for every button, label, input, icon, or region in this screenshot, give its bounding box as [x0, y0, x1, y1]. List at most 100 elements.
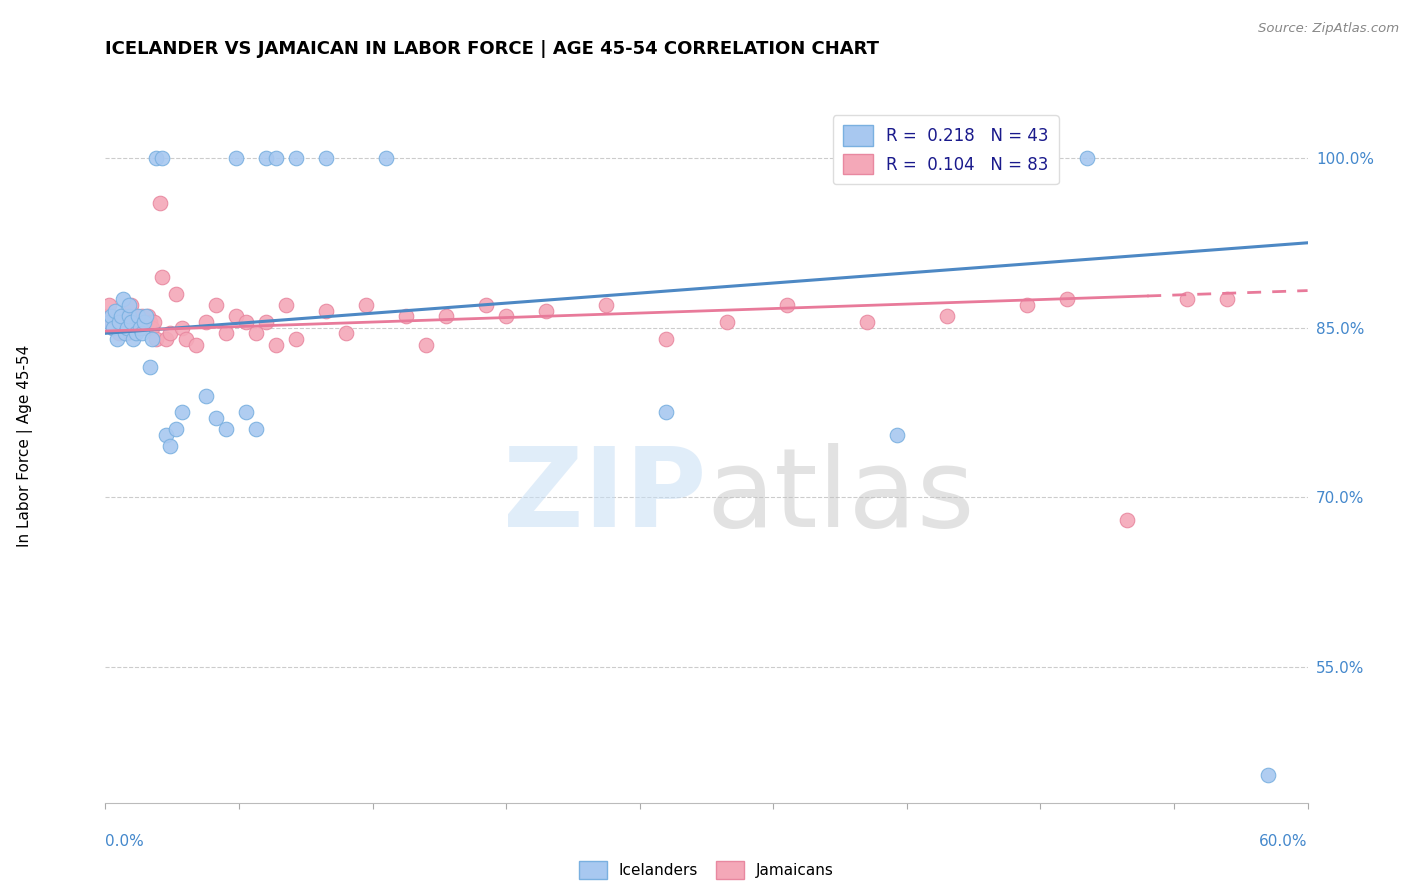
Point: [138, 360, 160, 375]
Point: [98, 315, 121, 329]
Point: [155, 332, 177, 346]
Point: [204, 411, 226, 425]
Point: [165, 422, 187, 436]
Point: [264, 151, 287, 165]
Point: [127, 315, 149, 329]
Point: [142, 315, 165, 329]
Point: [104, 315, 127, 329]
Point: [110, 310, 132, 324]
Point: [936, 310, 959, 324]
Point: [96, 310, 118, 324]
Point: [1017, 298, 1039, 312]
Point: [245, 326, 267, 341]
Point: [124, 310, 146, 324]
Text: ZIP: ZIP: [503, 443, 707, 550]
Text: In Labor Force | Age 45-54: In Labor Force | Age 45-54: [17, 345, 34, 547]
Text: 0.0%: 0.0%: [105, 834, 145, 849]
Point: [855, 315, 877, 329]
Point: [132, 315, 155, 329]
Point: [112, 315, 135, 329]
Point: [170, 320, 193, 334]
Point: [122, 332, 145, 346]
Point: [155, 428, 177, 442]
Point: [534, 303, 557, 318]
Point: [174, 332, 197, 346]
Point: [595, 298, 617, 312]
Point: [135, 310, 157, 324]
Point: [655, 405, 678, 419]
Point: [108, 315, 131, 329]
Point: [254, 315, 277, 329]
Point: [1177, 293, 1199, 307]
Point: [103, 320, 125, 334]
Point: [107, 315, 129, 329]
Point: [284, 332, 307, 346]
Point: [128, 320, 150, 334]
Point: [100, 310, 122, 324]
Point: [184, 337, 207, 351]
Point: [655, 332, 678, 346]
Point: [776, 298, 799, 312]
Point: [118, 298, 141, 312]
Point: [100, 315, 122, 329]
Text: 60.0%: 60.0%: [1260, 834, 1308, 849]
Point: [159, 326, 181, 341]
Point: [141, 320, 163, 334]
Legend: Icelanders, Jamaicans: Icelanders, Jamaicans: [572, 855, 841, 886]
Point: [264, 337, 287, 351]
Point: [374, 151, 398, 165]
Point: [434, 310, 457, 324]
Point: [886, 428, 908, 442]
Point: [124, 326, 146, 341]
Point: [1257, 767, 1279, 781]
Point: [214, 422, 236, 436]
Point: [1116, 513, 1139, 527]
Point: [194, 315, 217, 329]
Point: [475, 298, 498, 312]
Point: [159, 439, 181, 453]
Point: [204, 298, 226, 312]
Point: [117, 320, 139, 334]
Point: [335, 326, 357, 341]
Point: [415, 337, 437, 351]
Point: [117, 326, 139, 341]
Point: [170, 405, 193, 419]
Point: [107, 332, 129, 346]
Point: [114, 326, 136, 341]
Point: [138, 315, 160, 329]
Point: [131, 310, 153, 324]
Point: [254, 151, 277, 165]
Point: [131, 326, 153, 341]
Point: [225, 310, 247, 324]
Point: [274, 298, 297, 312]
Point: [354, 298, 377, 312]
Point: [104, 303, 127, 318]
Point: [315, 151, 337, 165]
Point: [98, 298, 121, 312]
Point: [495, 310, 517, 324]
Point: [315, 303, 337, 318]
Point: [148, 196, 170, 211]
Point: [150, 151, 173, 165]
Point: [194, 388, 217, 402]
Point: [121, 298, 143, 312]
Point: [245, 422, 267, 436]
Point: [225, 151, 247, 165]
Point: [395, 310, 418, 324]
Point: [118, 310, 141, 324]
Point: [141, 332, 163, 346]
Point: [112, 293, 135, 307]
Point: [136, 310, 159, 324]
Text: atlas: atlas: [707, 443, 974, 550]
Point: [145, 332, 167, 346]
Point: [114, 320, 136, 334]
Point: [150, 269, 173, 284]
Point: [1056, 293, 1078, 307]
Point: [716, 315, 738, 329]
Point: [122, 315, 145, 329]
Point: [135, 320, 157, 334]
Text: Source: ZipAtlas.com: Source: ZipAtlas.com: [1258, 22, 1399, 36]
Point: [110, 310, 132, 324]
Point: [235, 315, 257, 329]
Point: [128, 320, 150, 334]
